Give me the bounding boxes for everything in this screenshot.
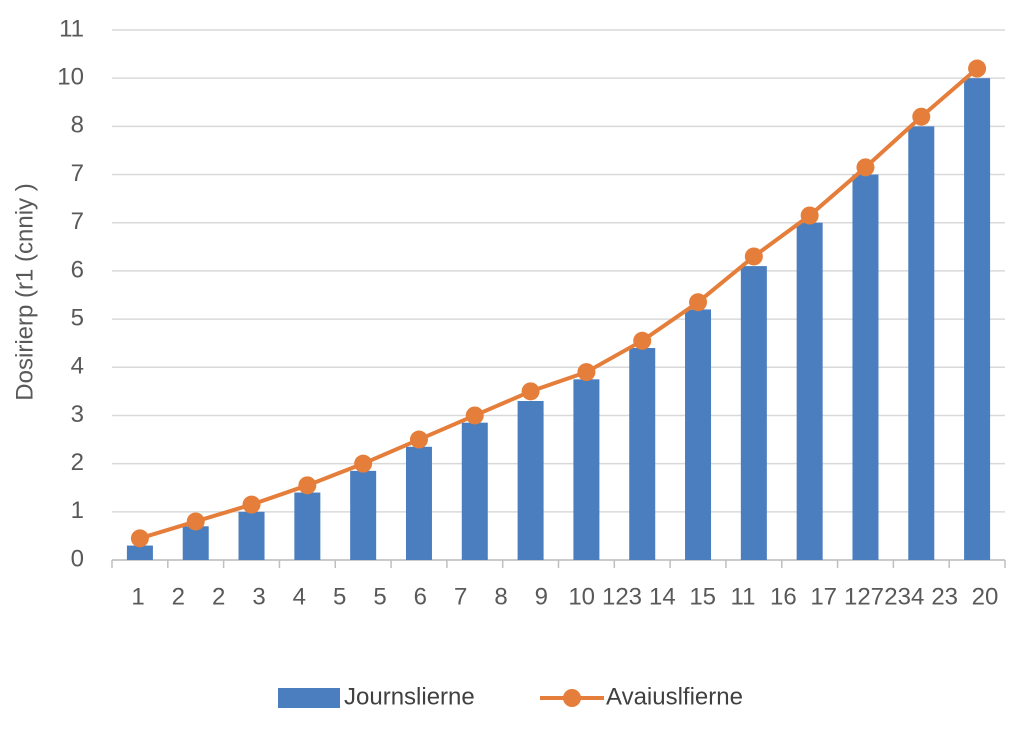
line-marker <box>633 331 652 350</box>
line-marker <box>409 430 428 449</box>
line-marker <box>744 247 763 266</box>
bar <box>796 222 823 560</box>
line-marker <box>968 59 987 78</box>
line-marker <box>242 495 261 514</box>
x-tick-label: 6 <box>414 583 427 610</box>
line-marker <box>298 476 317 495</box>
y-tick-label: 7 <box>71 208 84 235</box>
bar <box>573 379 600 560</box>
x-tick-label: 20 <box>972 583 999 610</box>
legend-label: Journslierne <box>344 683 475 710</box>
x-tick-label: 234 <box>884 583 924 610</box>
x-tick-label: 2 <box>212 583 225 610</box>
x-tick-label: 4 <box>293 583 306 610</box>
x-tick-label: 11 <box>731 583 756 610</box>
line-marker <box>800 206 819 225</box>
bar <box>908 126 935 560</box>
x-tick-label: 9 <box>535 583 548 610</box>
y-tick-label: 1 <box>71 497 84 524</box>
y-tick-label: 10 <box>57 64 84 91</box>
bar <box>405 446 432 560</box>
y-tick-label: 7 <box>71 160 84 187</box>
bar <box>126 545 153 560</box>
line-marker <box>465 406 484 425</box>
x-tick-label: 14 <box>649 583 676 610</box>
line-marker <box>689 293 708 312</box>
line-marker <box>912 107 931 126</box>
y-tick-label: 3 <box>71 401 84 428</box>
legend-swatch <box>278 688 340 708</box>
y-tick-label: 2 <box>71 449 84 476</box>
line <box>139 67 979 541</box>
line-marker <box>354 454 373 473</box>
x-tick-label: 5 <box>333 583 346 610</box>
y-tick-label: 5 <box>71 304 84 331</box>
y-tick-label: 4 <box>71 353 84 380</box>
y-tick-label: 8 <box>71 112 84 139</box>
bar <box>238 511 265 560</box>
line-marker <box>521 382 540 401</box>
x-tick-label: 7 <box>454 583 467 610</box>
legend-swatch <box>563 689 581 707</box>
x-tick-label: 3 <box>252 583 265 610</box>
line-marker <box>577 363 596 382</box>
x-tick-label: 15 <box>689 583 716 610</box>
bar <box>740 266 767 560</box>
legend-label: Avaiuslfierne <box>606 683 743 710</box>
bar <box>294 492 321 560</box>
x-tick-label: 8 <box>494 583 507 610</box>
x-tick-label: 2 <box>172 583 185 610</box>
x-tick-label: 123 <box>602 583 642 610</box>
x-tick-label: 10 <box>568 583 595 610</box>
line-marker <box>186 512 205 531</box>
x-tick-label: 17 <box>810 583 837 610</box>
y-axis-label: Dosirierp (r1 (cnniy ) <box>11 183 38 400</box>
y-tick-label: 11 <box>59 15 84 42</box>
y-tick-label: 6 <box>71 256 84 283</box>
bar <box>852 174 879 560</box>
x-tick-label: 1 <box>131 583 144 610</box>
bar <box>350 470 377 560</box>
bar <box>629 348 656 560</box>
bar <box>517 401 544 560</box>
bar <box>182 526 209 560</box>
bar <box>964 78 991 560</box>
x-tick-label: 5 <box>373 583 386 610</box>
bar <box>461 422 488 560</box>
x-tick-label: 16 <box>770 583 797 610</box>
bar <box>685 309 712 560</box>
line-marker <box>130 529 149 548</box>
line-marker <box>856 158 875 177</box>
y-tick-label: 0 <box>71 545 84 572</box>
x-tick-label: 23 <box>931 583 958 610</box>
x-tick-label: 127 <box>844 583 884 610</box>
